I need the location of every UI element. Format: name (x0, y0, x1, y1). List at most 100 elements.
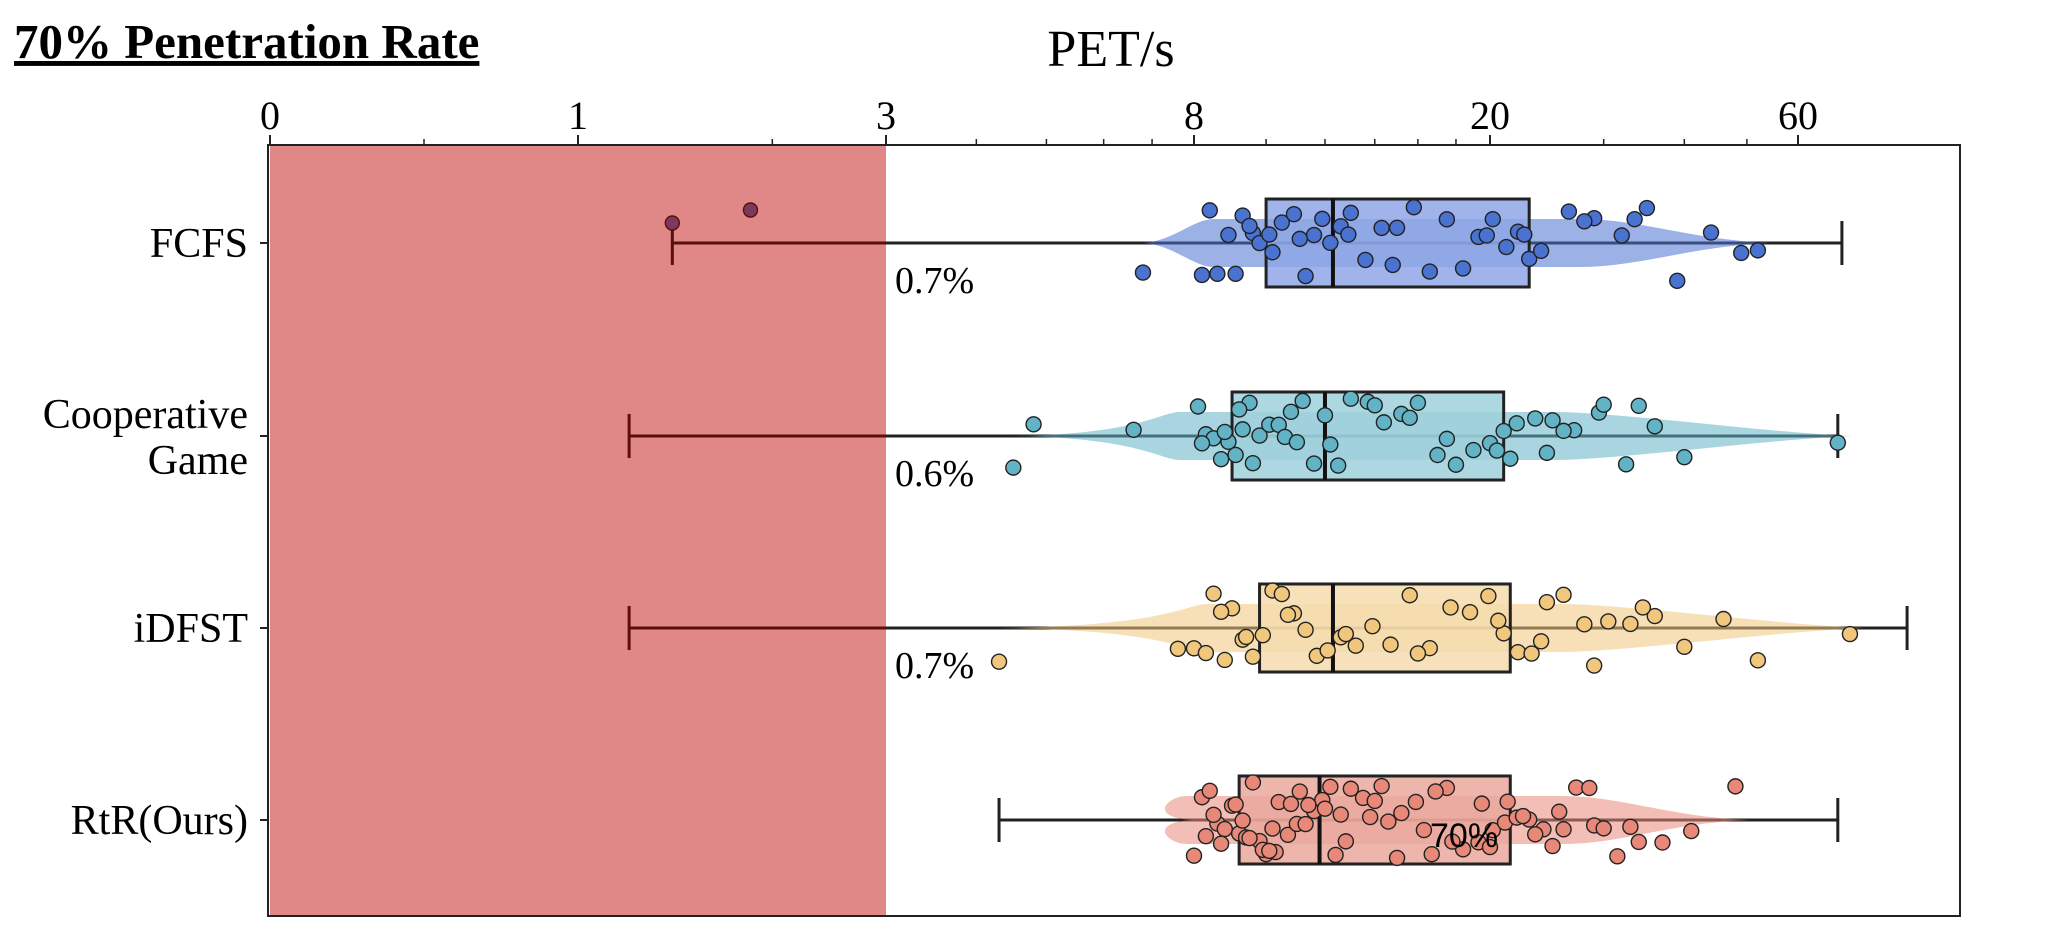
data-point (1319, 642, 1336, 659)
data-point (1366, 792, 1383, 810)
percent-label: 0.7% (895, 260, 974, 302)
data-point (1407, 793, 1425, 811)
data-point (1273, 585, 1291, 603)
data-point (1447, 456, 1465, 473)
iqr-box (1258, 582, 1512, 674)
data-point (1409, 394, 1427, 411)
data-point (1294, 392, 1311, 410)
data-point (1560, 203, 1578, 220)
data-point (1251, 427, 1268, 444)
series-idfst: iDFST 0.7% (134, 582, 1909, 687)
data-point (1421, 263, 1439, 280)
y-category-label: Cooperative (43, 392, 248, 438)
data-point (1638, 199, 1656, 217)
data-point (1282, 795, 1300, 813)
data-point (1429, 446, 1446, 464)
data-point (1484, 822, 1501, 839)
data-point (1841, 625, 1859, 643)
data-point (1646, 607, 1663, 625)
data-point (1254, 627, 1272, 644)
data-point (1478, 227, 1495, 244)
data-point (1216, 820, 1233, 838)
percent-label: 70% (1430, 817, 1498, 855)
data-point (1291, 230, 1308, 248)
data-point (1384, 256, 1401, 274)
data-point (1261, 842, 1278, 860)
data-point (1373, 219, 1390, 237)
data-point (1342, 390, 1360, 407)
data-point (1622, 818, 1639, 836)
data-point (1600, 613, 1617, 630)
data-point (1285, 205, 1303, 223)
data-point (1523, 645, 1540, 662)
data-point (1261, 226, 1278, 243)
data-point (1498, 238, 1515, 256)
data-point (1340, 226, 1357, 243)
data-point (1630, 397, 1647, 415)
data-point (1484, 210, 1501, 228)
data-point (1297, 815, 1314, 833)
data-point (1585, 657, 1603, 674)
data-point (1527, 826, 1544, 843)
data-point (1382, 636, 1399, 653)
data-point (1581, 779, 1598, 797)
y-category-label: RtR(Ours) (71, 798, 248, 844)
data-point (1337, 625, 1355, 643)
data-point (1205, 806, 1222, 823)
data-point (1551, 803, 1568, 820)
data-point (1630, 833, 1647, 851)
data-point (1134, 264, 1152, 281)
data-point (1361, 808, 1379, 826)
data-point (1193, 435, 1211, 452)
data-point (1454, 260, 1472, 277)
data-point (1538, 593, 1556, 611)
data-point (1025, 416, 1042, 433)
data-point (1715, 610, 1732, 628)
data-point (1438, 430, 1456, 448)
data-point (1244, 454, 1262, 472)
data-point (1499, 793, 1516, 810)
data-point (1241, 829, 1258, 847)
data-point (1480, 587, 1497, 605)
data-point (1364, 617, 1381, 635)
data-point (1230, 401, 1248, 418)
data-point (1444, 833, 1461, 850)
data-point (1373, 777, 1390, 795)
series-rtr-ours-: RtR(Ours) 70% (71, 774, 1840, 867)
data-point (1205, 585, 1222, 602)
data-point (1288, 433, 1306, 451)
data-point (1305, 226, 1323, 244)
data-point (1415, 821, 1433, 839)
plot-frame (267, 144, 1961, 917)
data-point (1342, 780, 1360, 797)
series-fcfs: FCFS 0.7% (150, 197, 1844, 302)
data-point (1314, 210, 1331, 228)
data-point (1727, 778, 1744, 795)
data-point (1197, 644, 1215, 662)
data-point (1375, 414, 1393, 431)
data-point (1388, 849, 1406, 867)
data-point (1197, 827, 1215, 845)
data-point (1337, 833, 1355, 850)
data-point (1322, 778, 1339, 795)
data-point (1495, 422, 1512, 440)
data-point (1702, 224, 1720, 241)
data-point (1282, 403, 1300, 421)
data-point (1241, 217, 1258, 235)
data-point (1234, 812, 1251, 829)
data-point (1423, 846, 1440, 863)
y-category-label: FCFS (150, 221, 248, 267)
data-point (1481, 838, 1499, 856)
data-point (1514, 807, 1532, 825)
data-point (1220, 226, 1237, 244)
data-point (1490, 612, 1507, 629)
data-point (1749, 652, 1767, 669)
data-point (1125, 421, 1142, 439)
data-point (1676, 638, 1693, 656)
data-point (1532, 633, 1550, 650)
data-point (1520, 250, 1538, 268)
y-category-label: Game (148, 438, 248, 484)
data-point (1005, 459, 1022, 476)
data-point (1316, 407, 1334, 424)
